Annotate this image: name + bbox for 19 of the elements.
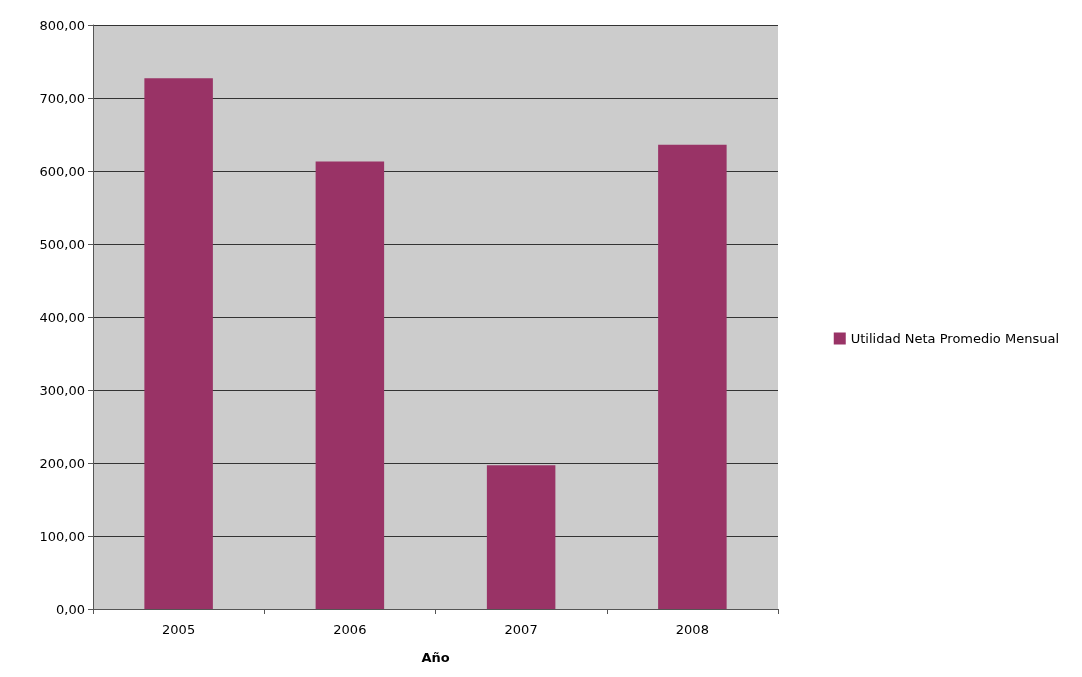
y-tick-label: 100,00 bbox=[39, 528, 85, 544]
y-tick-label: 300,00 bbox=[39, 382, 85, 398]
y-tick-label: 700,00 bbox=[39, 90, 85, 106]
bar bbox=[315, 161, 385, 609]
x-axis-title: Año bbox=[421, 650, 450, 665]
y-tick-label: 500,00 bbox=[39, 236, 85, 252]
y-tick-label: 200,00 bbox=[39, 455, 85, 471]
y-tick-label: 800,00 bbox=[39, 17, 85, 33]
bar bbox=[144, 78, 213, 609]
x-tick-label: 2008 bbox=[675, 622, 709, 637]
y-tick-label: 600,00 bbox=[39, 163, 85, 179]
legend-label: Utilidad Neta Promedio Mensual bbox=[850, 331, 1059, 346]
bar bbox=[658, 144, 727, 609]
y-tick-label: 400,00 bbox=[39, 309, 85, 325]
x-tick-label: 2005 bbox=[162, 622, 196, 637]
x-tick-label: 2006 bbox=[333, 622, 367, 637]
bar bbox=[486, 465, 556, 609]
x-tick-label: 2007 bbox=[504, 622, 538, 637]
y-tick-label: 0,00 bbox=[56, 601, 85, 617]
